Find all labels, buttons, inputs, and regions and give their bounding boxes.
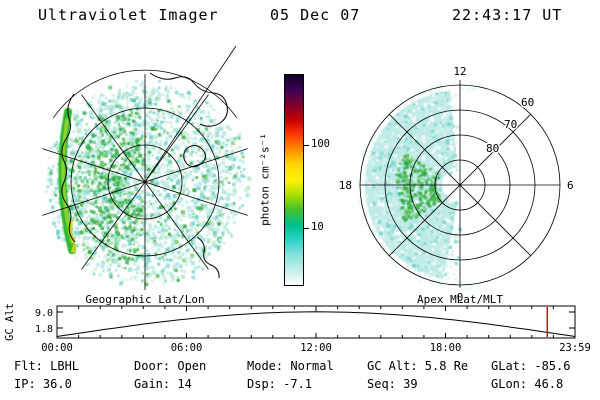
timeline-xtick-0600: 06:00: [171, 342, 203, 354]
timeline-ytick-label-bottom: 1.8: [35, 324, 53, 335]
timeline-xtick-2359: 23:59: [559, 342, 591, 354]
status-mode: Mode: Normal: [247, 359, 334, 373]
colorbar-tick-label-10: 10: [311, 220, 324, 233]
apex-panel-label: Apex MLat/MLT: [416, 293, 504, 306]
colorbar-tickmark-100: [304, 145, 309, 147]
mlat-ring-label-70: 70: [504, 118, 517, 131]
mlt-label-top: 12: [453, 65, 466, 78]
status-gc-alt: GC Alt: 5.8 Re: [367, 359, 469, 373]
timeline-ytick-label-top: 9.0: [35, 308, 53, 319]
colorbar-tickmark-10: [304, 227, 309, 229]
apex-axis-labels: 12 18 6 0 60 70 80: [337, 64, 575, 306]
status-glon: GLon: 46.8: [491, 377, 564, 391]
status-door: Door: Open: [134, 359, 207, 373]
apex-grid: [359, 80, 561, 288]
colorbar-tick-label-100: 100: [311, 138, 330, 151]
timeline-xtick-0000: 00:00: [41, 342, 73, 354]
timeline-xtick-1800: 18:00: [430, 342, 462, 354]
status-gain: Gain: 14: [134, 377, 192, 391]
geo-panel-label: Geographic Lat/Lon: [85, 293, 205, 306]
mlt-label-right: 6: [567, 179, 574, 192]
gc-alt-curve: [56, 311, 576, 337]
timeline-hour-ticks: [56, 306, 576, 338]
colorbar-gradient: [284, 74, 304, 286]
geo-grid: [42, 45, 248, 290]
app-title: Ultraviolet Imager: [38, 6, 219, 24]
colorbar-axis-label: photon cm⁻²s⁻¹: [258, 133, 272, 226]
status-flt: Flt: LBHL: [14, 359, 80, 373]
status-ip: IP: 36.0: [14, 377, 72, 391]
mlat-ring-label-80: 80: [486, 142, 499, 155]
mlat-ring-label-60: 60: [521, 96, 534, 109]
mlt-label-left: 18: [339, 179, 352, 192]
timeline-y-axis-label: GC Alt: [4, 303, 16, 341]
status-dsp: Dsp: -7.1: [247, 377, 313, 391]
timeline-y-ticks: [57, 311, 575, 329]
header-time: 22:43:17 UT: [452, 6, 563, 24]
status-glat: GLat: -85.6: [491, 359, 571, 373]
timeline-plot: 9.0 1.8 GC Alt 00:00 06:00 12:00 18:00 2…: [4, 303, 591, 354]
timeline-xtick-1200: 12:00: [300, 342, 332, 354]
geo-coastlines: [61, 72, 228, 279]
status-seq: Seq: 39: [367, 377, 418, 391]
mlt-label-bottom: 0: [457, 291, 464, 304]
header-date: 05 Dec 07: [270, 6, 361, 24]
